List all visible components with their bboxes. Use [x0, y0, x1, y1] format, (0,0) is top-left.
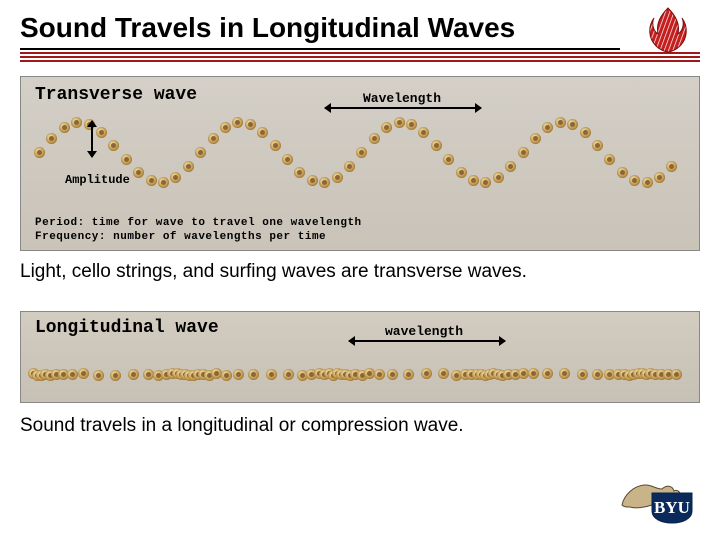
cheerio-bead	[381, 122, 392, 133]
cheerio-bead	[266, 369, 277, 380]
cheerio-bead	[221, 370, 232, 381]
cheerio-bead	[505, 161, 516, 172]
cheerio-bead	[232, 117, 243, 128]
transverse-title: Transverse wave	[35, 85, 197, 105]
cheerio-bead	[666, 161, 677, 172]
longitudinal-title: Longitudinal wave	[35, 318, 219, 338]
arrowhead-icon	[475, 103, 482, 113]
cheerio-bead	[617, 167, 628, 178]
cheerio-bead	[493, 172, 504, 183]
cheerio-bead	[403, 369, 414, 380]
cheerio-bead	[270, 140, 281, 151]
cheerio-bead	[307, 175, 318, 186]
cheerio-bead	[528, 368, 539, 379]
cheerio-bead	[110, 370, 121, 381]
cheerio-bead	[108, 140, 119, 151]
cheerio-bead	[555, 117, 566, 128]
transverse-wave-diagram: Transverse wave Wavelength Amplitude Per…	[20, 76, 700, 251]
cheerio-bead	[559, 368, 570, 379]
wavelength-label: wavelength	[385, 324, 463, 339]
cheerio-bead	[93, 370, 104, 381]
cheerio-bead	[356, 147, 367, 158]
cheerio-bead	[374, 369, 385, 380]
cheerio-bead	[78, 368, 89, 379]
cheerio-bead	[143, 369, 154, 380]
cheerio-bead	[438, 368, 449, 379]
arrowhead-icon	[348, 336, 355, 346]
cheerio-bead	[468, 175, 479, 186]
cheerio-bead	[443, 154, 454, 165]
frequency-definition: Frequency: number of wavelengths per tim…	[35, 231, 326, 243]
cheerio-bead	[170, 172, 181, 183]
cheerio-bead	[456, 167, 467, 178]
cheerio-bead	[567, 119, 578, 130]
cheerio-bead	[480, 177, 491, 188]
cheerio-bead	[248, 369, 259, 380]
cheerio-bead	[418, 127, 429, 138]
cheerio-bead	[34, 147, 45, 158]
cheerio-bead	[71, 117, 82, 128]
cheerio-bead	[592, 140, 603, 151]
cheerio-bead	[629, 175, 640, 186]
cheerio-bead	[158, 177, 169, 188]
cheerio-bead	[654, 172, 665, 183]
cheerio-bead	[344, 161, 355, 172]
cheerio-bead	[369, 133, 380, 144]
cheerio-bead	[46, 133, 57, 144]
page-title: Sound Travels in Longitudinal Waves	[20, 12, 620, 50]
cheerio-bead	[146, 175, 157, 186]
cheerio-bead	[128, 369, 139, 380]
cheerio-bead	[233, 369, 244, 380]
cheerio-bead	[283, 369, 294, 380]
transverse-caption: Light, cello strings, and surfing waves …	[20, 261, 700, 283]
cheerio-bead	[542, 122, 553, 133]
cheerio-bead	[394, 117, 405, 128]
cheerio-bead	[530, 133, 541, 144]
cheerio-bead	[294, 167, 305, 178]
cheerio-bead	[406, 119, 417, 130]
longitudinal-wave-diagram: Longitudinal wave wavelength	[20, 311, 700, 403]
cheerio-bead	[387, 369, 398, 380]
cheerio-bead	[580, 127, 591, 138]
cheerio-bead	[67, 369, 78, 380]
wavelength-label: Wavelength	[363, 91, 441, 106]
arrowhead-icon	[87, 120, 97, 127]
cheerio-bead	[431, 140, 442, 151]
cheerio-bead	[604, 154, 615, 165]
cheerio-bead	[257, 127, 268, 138]
cheerio-bead	[195, 147, 206, 158]
cheerio-bead	[518, 368, 529, 379]
cheerio-bead	[183, 161, 194, 172]
cheerio-bead	[59, 122, 70, 133]
cheerio-bead	[319, 177, 330, 188]
cheerio-bead	[133, 167, 144, 178]
arrowhead-icon	[87, 151, 97, 158]
header-accent-lines	[20, 52, 700, 64]
longitudinal-caption: Sound travels in a longitudinal or compr…	[20, 415, 700, 437]
cheerio-bead	[642, 177, 653, 188]
cheerio-bead	[577, 369, 588, 380]
cheerio-bead	[518, 147, 529, 158]
period-definition: Period: time for wave to travel one wave…	[35, 217, 362, 229]
byu-logo-icon: BYU	[618, 471, 698, 530]
wavelength-arrow	[349, 340, 505, 342]
wavelength-arrow	[325, 107, 481, 109]
cheerio-bead	[245, 119, 256, 130]
cheerio-bead	[671, 369, 682, 380]
cheerio-bead	[542, 368, 553, 379]
cheerio-bead	[220, 122, 231, 133]
cheerio-bead	[121, 154, 132, 165]
arrowhead-icon	[324, 103, 331, 113]
cheerio-bead	[332, 172, 343, 183]
flame-logo-icon	[646, 6, 690, 61]
arrowhead-icon	[499, 336, 506, 346]
cheerio-bead	[208, 133, 219, 144]
cheerio-bead	[282, 154, 293, 165]
cheerio-bead	[592, 369, 603, 380]
amplitude-label: Amplitude	[65, 173, 130, 187]
cheerio-bead	[421, 368, 432, 379]
cheerio-bead	[96, 127, 107, 138]
svg-text:BYU: BYU	[654, 498, 690, 517]
